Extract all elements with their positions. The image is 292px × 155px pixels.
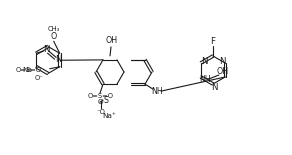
Text: Na: Na bbox=[22, 67, 32, 73]
Text: O⁻: O⁻ bbox=[35, 75, 44, 81]
Text: F: F bbox=[211, 36, 215, 46]
Text: Na⁺: Na⁺ bbox=[102, 113, 116, 119]
Text: OH: OH bbox=[217, 66, 229, 75]
Text: N: N bbox=[44, 45, 50, 54]
Text: N: N bbox=[219, 58, 225, 66]
Text: CH₃: CH₃ bbox=[48, 26, 60, 32]
Text: O: O bbox=[97, 99, 103, 105]
Text: S: S bbox=[103, 96, 109, 105]
Text: N: N bbox=[55, 55, 62, 64]
Text: OH: OH bbox=[106, 36, 118, 45]
Text: O=S=O: O=S=O bbox=[16, 67, 42, 73]
Text: N: N bbox=[211, 82, 217, 91]
Text: NH: NH bbox=[199, 75, 211, 84]
Text: O: O bbox=[51, 32, 57, 41]
Text: N: N bbox=[201, 58, 207, 66]
Text: O=S=O: O=S=O bbox=[88, 93, 114, 99]
Text: ⁻O: ⁻O bbox=[97, 109, 105, 115]
Text: NH: NH bbox=[151, 87, 163, 96]
